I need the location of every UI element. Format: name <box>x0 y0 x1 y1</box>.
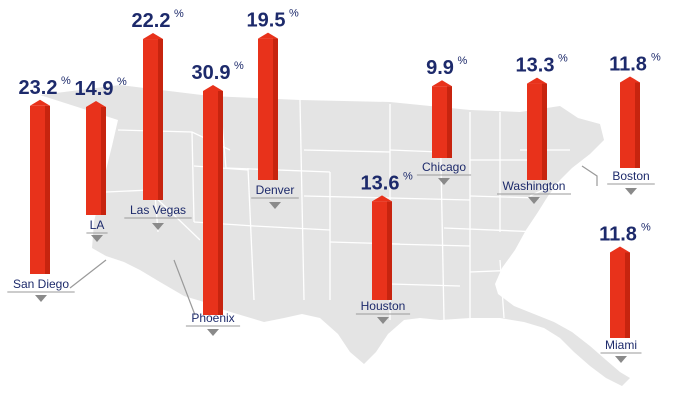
bar-cap-la <box>86 100 106 107</box>
bar-cap-chicago <box>432 80 452 87</box>
bar-cap-las-vegas <box>143 33 163 40</box>
bar-group-la: 14.9 % LA <box>75 76 127 242</box>
marker-triangle-boston <box>625 188 637 195</box>
bar-group-las-vegas: 22.2 % Las Vegas <box>124 8 192 230</box>
leader-line-phoenix <box>173 259 196 316</box>
city-label-las-vegas: Las Vegas <box>130 203 186 217</box>
bar-shade-chicago <box>447 86 452 158</box>
value-label-houston: 13.6 <box>361 172 400 194</box>
percent-sign-la: % <box>117 76 127 88</box>
percent-sign-miami: % <box>641 221 651 233</box>
bar-shade-houston <box>387 201 392 300</box>
bar-cap-boston <box>620 76 640 83</box>
percent-sign-boston: % <box>651 51 661 63</box>
bar-group-miami: 11.8 % Miami <box>599 221 651 363</box>
marker-triangle-las-vegas <box>152 223 164 230</box>
marker-triangle-houston <box>377 317 389 324</box>
bar-cap-houston <box>372 195 392 202</box>
state-borders <box>105 99 570 321</box>
bar-shade-miami <box>625 252 630 338</box>
bar-cap-miami <box>610 246 630 253</box>
bar-shade-phoenix <box>218 90 223 315</box>
marker-triangle-chicago <box>438 178 450 185</box>
percent-sign-houston: % <box>403 170 413 182</box>
value-label-denver: 19.5 <box>247 10 286 32</box>
marker-triangle-miami <box>615 356 627 363</box>
bar-group-san-diego: 23.2 % San Diego <box>7 75 107 302</box>
value-label-las-vegas: 22.2 <box>132 10 171 32</box>
city-label-denver: Denver <box>256 183 295 197</box>
bar-group-houston: 13.6 % Houston <box>355 170 413 324</box>
bar-cap-washington <box>527 77 547 84</box>
bar-group-chicago: 9.9 % Chicago <box>416 55 472 185</box>
marker-triangle-washington <box>528 197 540 204</box>
city-label-phoenix: Phoenix <box>191 311 234 325</box>
city-label-la: LA <box>90 218 105 232</box>
bar-cap-san-diego <box>30 99 50 106</box>
city-label-miami: Miami <box>605 338 637 352</box>
bar-shade-boston <box>635 82 640 168</box>
value-label-la: 14.9 <box>75 78 114 100</box>
bar-group-boston: 11.8 % Boston <box>581 51 661 195</box>
percent-sign-phoenix: % <box>234 60 244 72</box>
marker-triangle-phoenix <box>207 329 219 336</box>
bar-shade-washington <box>542 83 547 180</box>
marker-triangle-denver <box>269 202 281 209</box>
value-label-san-diego: 23.2 <box>19 77 58 99</box>
bar-group-denver: 19.5 % Denver <box>247 8 299 209</box>
leader-line-san-diego <box>69 259 107 289</box>
value-label-washington: 13.3 <box>516 55 555 77</box>
value-label-miami: 11.8 <box>599 223 637 245</box>
value-label-chicago: 9.9 <box>426 57 454 79</box>
percent-sign-las-vegas: % <box>174 8 184 20</box>
city-label-chicago: Chicago <box>422 160 466 174</box>
percent-sign-chicago: % <box>458 55 468 67</box>
city-label-washington: Washington <box>503 179 566 193</box>
city-label-san-diego: San Diego <box>13 277 69 291</box>
bar-cap-denver <box>258 32 278 39</box>
city-label-houston: Houston <box>361 299 406 313</box>
bar-group-phoenix: 30.9 % Phoenix <box>173 60 244 336</box>
percent-sign-denver: % <box>289 8 299 20</box>
value-label-boston: 11.8 <box>609 53 647 75</box>
leader-line-boston <box>581 165 598 186</box>
percent-sign-washington: % <box>558 53 568 65</box>
bar-shade-las-vegas <box>158 39 163 200</box>
percent-sign-san-diego: % <box>61 75 71 87</box>
value-label-phoenix: 30.9 <box>192 62 231 84</box>
bar-shade-san-diego <box>45 105 50 274</box>
bar-group-washington: 13.3 % Washington <box>497 53 571 204</box>
marker-triangle-la <box>91 235 103 242</box>
bar-shade-la <box>101 106 106 215</box>
bar-cap-phoenix <box>203 84 223 91</box>
bar-shade-denver <box>273 38 278 180</box>
marker-triangle-san-diego <box>35 295 47 302</box>
city-label-boston: Boston <box>612 169 649 183</box>
us-map <box>40 85 630 386</box>
